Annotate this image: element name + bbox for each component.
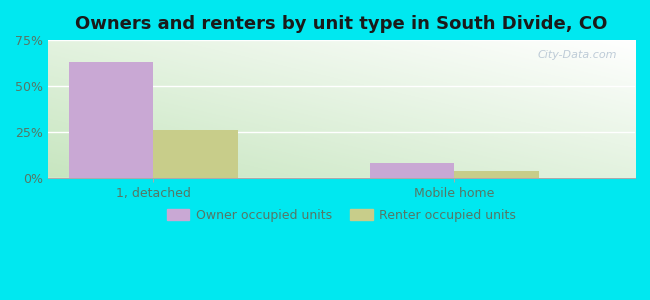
Bar: [370, 163, 454, 178]
Legend: Owner occupied units, Renter occupied units: Owner occupied units, Renter occupied un…: [162, 204, 521, 227]
Text: City-Data.com: City-Data.com: [538, 50, 617, 60]
Bar: [454, 170, 539, 178]
Bar: [69, 62, 153, 178]
Bar: [153, 130, 237, 178]
Title: Owners and renters by unit type in South Divide, CO: Owners and renters by unit type in South…: [75, 15, 608, 33]
